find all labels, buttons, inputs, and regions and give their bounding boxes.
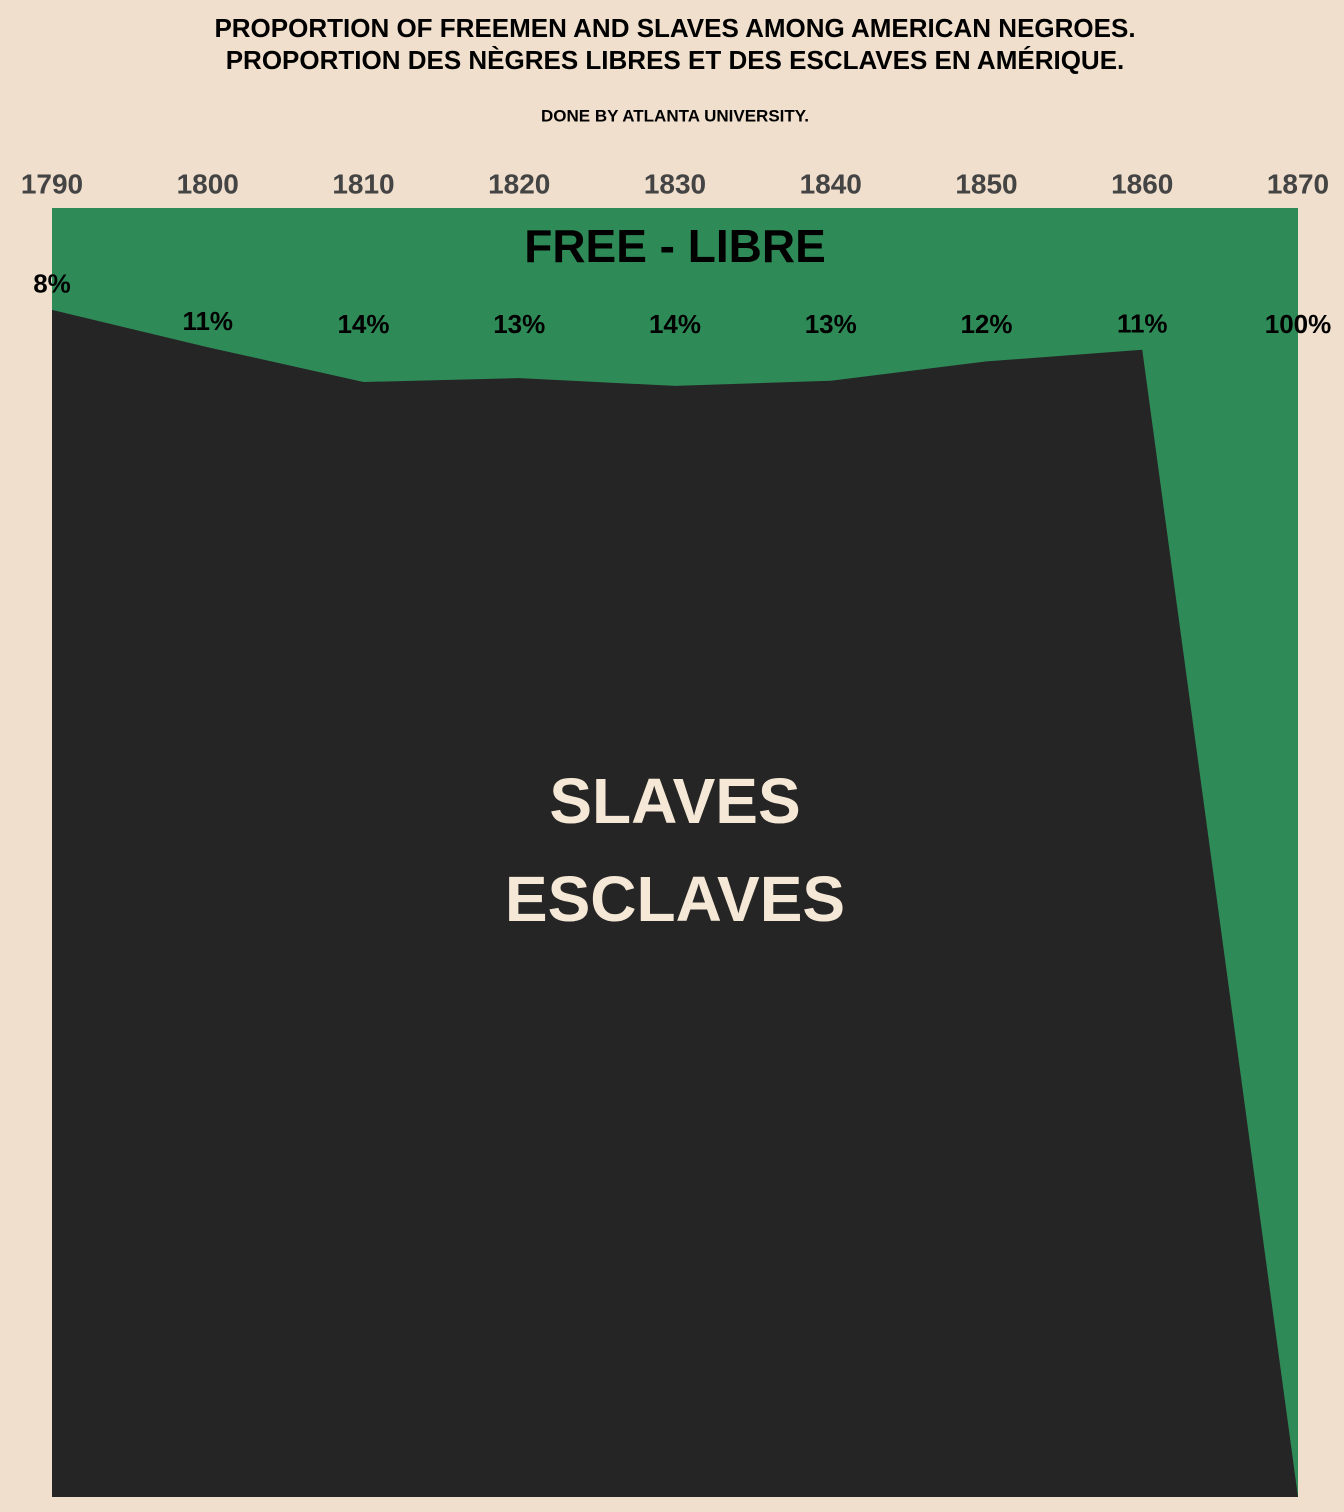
- x-tick-label: 1830: [644, 168, 706, 199]
- slaves-area: [52, 208, 1298, 1497]
- slaves-label: SLAVES: [549, 765, 800, 837]
- x-tick-label: 1800: [177, 168, 239, 199]
- x-tick-label: 1870: [1267, 168, 1329, 199]
- data-label: 13%: [805, 309, 857, 339]
- chart-subtitle: PROPORTION DES NÈGRES LIBRES ET DES ESCL…: [226, 45, 1125, 75]
- data-label: 8%: [33, 269, 71, 299]
- x-tick-label: 1840: [800, 168, 862, 199]
- x-tick-label: 1810: [332, 168, 394, 199]
- data-label: 11%: [182, 306, 233, 336]
- data-label: 14%: [337, 309, 389, 339]
- x-tick-label: 1790: [21, 168, 83, 199]
- chart-caption: DONE BY ATLANTA UNIVERSITY.: [541, 106, 809, 125]
- x-tick-label: 1820: [488, 168, 550, 199]
- data-label: 12%: [960, 309, 1012, 339]
- data-label: 14%: [649, 309, 701, 339]
- data-label: 13%: [493, 309, 545, 339]
- slaves-label: ESCLAVES: [505, 863, 845, 935]
- data-label: 11%: [1117, 309, 1168, 339]
- x-tick-label: 1850: [955, 168, 1017, 199]
- free-area: [52, 208, 1298, 1497]
- data-label: 100%: [1265, 309, 1332, 339]
- chart-title: PROPORTION OF FREEMEN AND SLAVES AMONG A…: [214, 13, 1135, 43]
- x-tick-label: 1860: [1111, 168, 1173, 199]
- series-label: FREE - LIBRE: [524, 220, 826, 272]
